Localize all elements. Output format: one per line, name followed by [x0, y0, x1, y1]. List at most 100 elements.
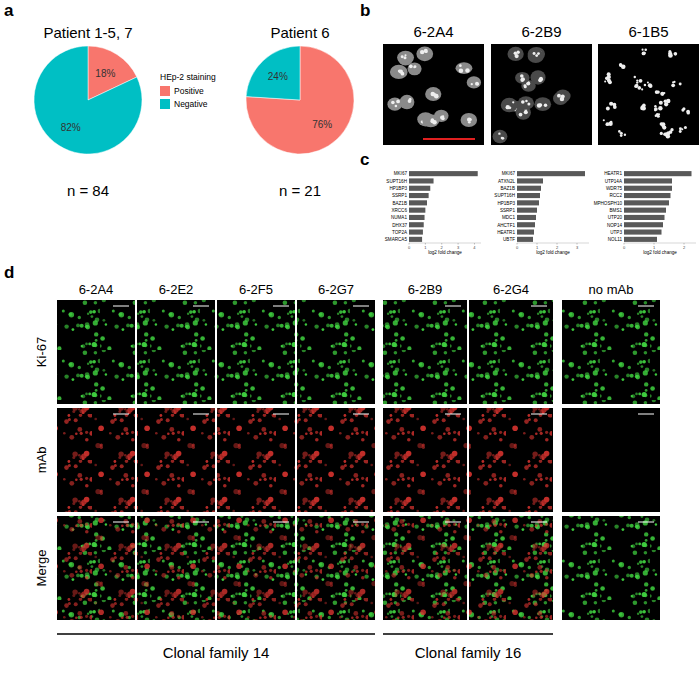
nucleolus — [471, 83, 473, 85]
category-label: SMARCA5 — [385, 237, 408, 242]
bar — [624, 237, 657, 242]
image-bg — [469, 408, 553, 512]
image-bg — [217, 408, 295, 512]
nucleolus — [642, 51, 646, 55]
nucleolus — [657, 90, 660, 93]
nucleolus — [661, 122, 666, 127]
red-channel — [217, 516, 295, 620]
nucleolus — [639, 79, 643, 83]
nucleolus — [524, 85, 527, 88]
bar — [517, 229, 534, 234]
group-label: Clonal family 14 — [163, 644, 270, 661]
scale-bar — [423, 138, 475, 140]
nucleolus — [523, 84, 526, 87]
nucleolus — [420, 50, 424, 54]
nucleolus — [634, 84, 638, 88]
category-label: MKI67 — [502, 171, 516, 176]
nucleolus — [459, 69, 463, 73]
tick-label: 3 — [576, 245, 579, 250]
nucleolus — [431, 92, 435, 96]
scale-bar — [113, 522, 129, 523]
column-label: no mAb — [589, 282, 634, 297]
scale-bar — [445, 522, 461, 523]
scale-bar — [638, 522, 654, 523]
nucleolus — [501, 137, 504, 140]
nucleolus — [610, 121, 613, 124]
image-bg — [57, 408, 135, 512]
image-bg — [217, 300, 295, 404]
nucleolus — [618, 130, 621, 133]
nucleus — [397, 51, 414, 65]
nucleus — [461, 113, 478, 127]
nucleolus — [525, 100, 528, 103]
image-bg — [137, 300, 215, 404]
image-bg — [562, 516, 660, 620]
nucleolus — [506, 105, 510, 109]
nucleolus — [557, 94, 561, 98]
nucleolus — [409, 98, 412, 101]
bars — [409, 171, 478, 242]
category-label: HP1BP3 — [497, 201, 515, 206]
bar — [409, 215, 425, 220]
nucleolus — [682, 107, 685, 110]
red-channel — [297, 408, 375, 512]
image-bg — [137, 408, 215, 512]
nucleolus — [634, 76, 636, 78]
data-label: 76% — [312, 119, 332, 130]
micrograph — [598, 44, 699, 145]
bar — [517, 215, 536, 220]
bar — [517, 178, 543, 183]
image-bg — [469, 516, 553, 620]
micrograph — [562, 408, 660, 512]
nucleolus — [649, 84, 653, 88]
nucleolus — [606, 107, 610, 111]
green-channel — [469, 300, 553, 404]
column-label: 6-2F5 — [239, 282, 273, 297]
panel-label: b — [360, 1, 370, 20]
red-channel — [383, 516, 467, 620]
category-label: UTP14A — [605, 179, 623, 184]
nucleolus — [395, 105, 398, 108]
category-label: ATXN2L — [498, 179, 515, 184]
nucleolus — [622, 66, 625, 69]
green-channel — [57, 300, 135, 404]
category-label: TOP2A — [392, 230, 408, 235]
nucleolus — [647, 81, 649, 83]
nucleolus — [605, 122, 609, 126]
micrograph — [469, 300, 553, 404]
bar — [409, 237, 422, 242]
nucleolus — [654, 105, 656, 107]
green-channel — [217, 516, 295, 620]
nucleolus — [603, 119, 605, 121]
tick-label: 0 — [623, 245, 626, 250]
bar — [517, 222, 535, 227]
scale-bar — [531, 522, 547, 523]
nucleolus — [671, 83, 675, 87]
nucleus — [407, 62, 421, 75]
nucleolus — [670, 128, 673, 131]
tick-label: 0 — [408, 245, 411, 250]
tick-label: 2 — [683, 245, 686, 250]
nucleolus — [537, 103, 542, 108]
category-label: HEATR1 — [497, 230, 515, 235]
image-bg — [383, 300, 467, 404]
category-label: AHCTF1 — [497, 223, 515, 228]
nucleolus — [644, 49, 647, 52]
scale-bar — [113, 414, 129, 415]
micrograph — [297, 408, 375, 512]
nucleolus — [498, 132, 500, 134]
scale-bar — [531, 306, 547, 307]
nucleolus — [476, 83, 479, 86]
image-bg — [57, 516, 135, 620]
image-bg — [297, 408, 375, 512]
bar — [517, 208, 537, 213]
category-label: DHX37 — [392, 223, 407, 228]
nucleolus — [520, 78, 524, 82]
bar — [624, 215, 665, 220]
nucleolus — [654, 107, 658, 111]
green-channel — [137, 516, 215, 620]
micrograph — [137, 300, 215, 404]
scale-bar — [193, 306, 209, 307]
nucleolus — [413, 66, 415, 68]
nucleolus — [409, 98, 411, 100]
